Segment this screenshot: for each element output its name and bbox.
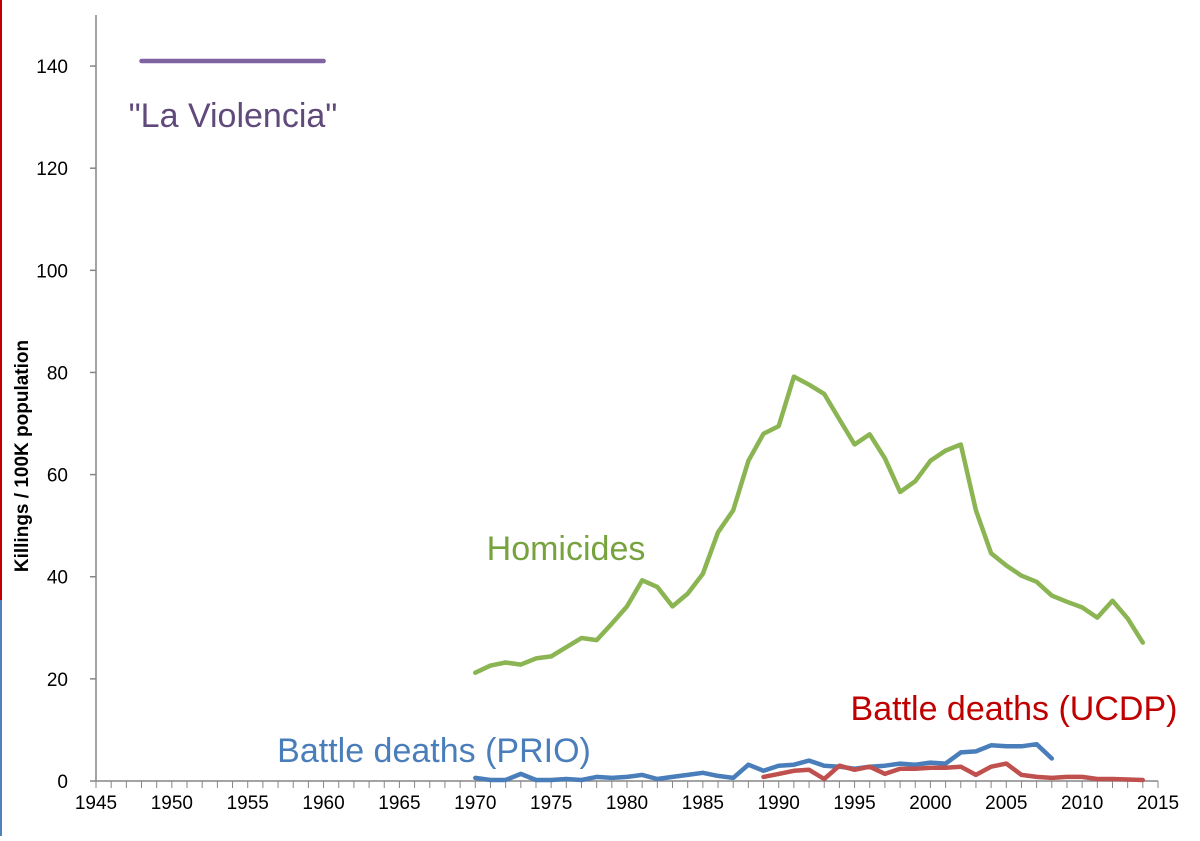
y-tick-label: 0 <box>57 772 68 793</box>
y-tick-label: 60 <box>47 466 68 487</box>
x-tick-label: 1965 <box>378 793 420 814</box>
series-lines <box>139 58 1146 783</box>
y-tick-label: 40 <box>47 568 68 589</box>
left-edge-marker-lower <box>0 600 2 836</box>
x-tick-label: 1945 <box>75 793 117 814</box>
y-tick-label: 20 <box>47 670 68 691</box>
series-label-homicides: Homicides <box>487 530 646 568</box>
x-tick-label: 1985 <box>682 793 724 814</box>
x-tick-label: 1950 <box>151 793 193 814</box>
x-tick-label: 2015 <box>1137 793 1179 814</box>
x-tick-label: 1980 <box>606 793 648 814</box>
x-tick-label: 1995 <box>833 793 875 814</box>
y-tick-label: 120 <box>36 159 68 180</box>
homicides-line <box>473 374 1146 675</box>
y-axis-title: Killings / 100K population <box>12 340 33 572</box>
x-tick-label: 1970 <box>454 793 496 814</box>
x-tick-label: 2010 <box>1061 793 1103 814</box>
battle-deaths-ucdp-line <box>761 761 1146 783</box>
y-tick-label: 80 <box>47 363 68 384</box>
x-tick-label: 1960 <box>302 793 344 814</box>
y-tick-label: 100 <box>36 261 68 282</box>
x-tick-label: 1955 <box>227 793 269 814</box>
tick-labels: 1945 1950 1955 1960 1965 1970 1975 1980 1985 1990… <box>36 57 1179 814</box>
x-tick-label: 2005 <box>985 793 1027 814</box>
series-label-battle-deaths-ucdp: Battle deaths (UCDP) <box>851 690 1178 728</box>
x-tick-label: 1975 <box>530 793 572 814</box>
y-tick-label: 140 <box>36 57 68 78</box>
series-label-battle-deaths-prio: Battle deaths (PRIO) <box>277 732 591 770</box>
x-tick-label: 2000 <box>909 793 951 814</box>
x-tick-label: 1990 <box>758 793 800 814</box>
battle-deaths-prio-line <box>473 741 1055 783</box>
series-label-la-violencia: "La Violencia" <box>129 97 338 135</box>
tick-marks <box>90 65 1159 788</box>
left-edge-marker <box>0 0 2 836</box>
